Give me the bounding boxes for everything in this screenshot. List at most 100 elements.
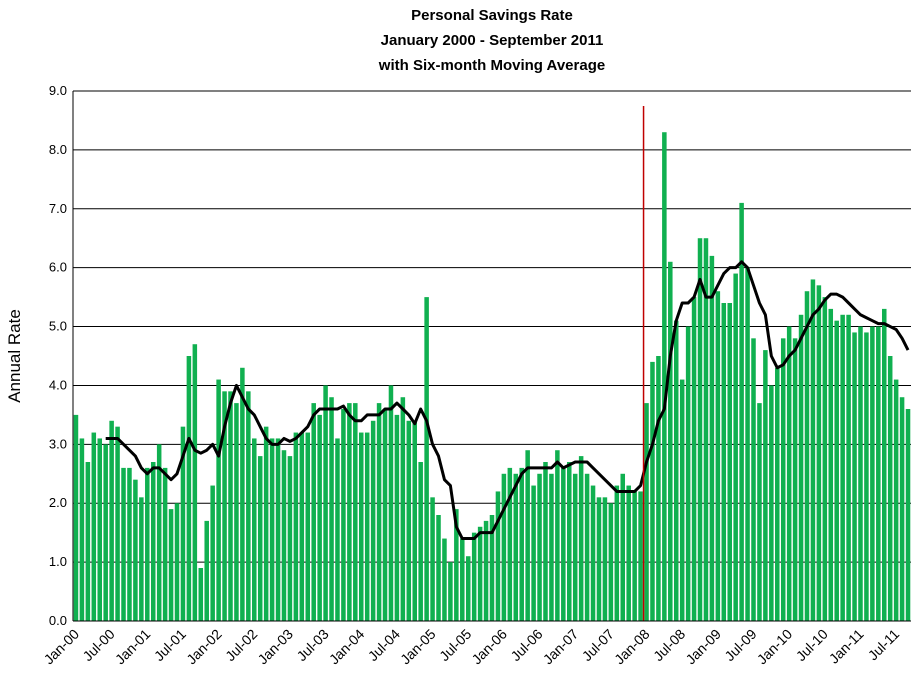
bar [822, 297, 828, 621]
bar [216, 379, 221, 621]
bar [156, 444, 162, 621]
bar [899, 397, 905, 621]
bar [162, 467, 168, 621]
bar [846, 314, 851, 621]
y-tick-label: 0.0 [49, 613, 67, 628]
bar [460, 538, 465, 621]
bar [763, 350, 768, 621]
bar [626, 485, 631, 621]
bar [109, 420, 114, 621]
x-tick-label: Jan-03 [254, 626, 296, 668]
bar [638, 491, 643, 621]
bar [852, 332, 857, 621]
bar [376, 403, 382, 621]
bar [656, 356, 661, 621]
y-tick-label: 5.0 [49, 319, 67, 334]
x-tick-label: Jan-00 [41, 626, 83, 668]
x-tick-label: Jan-06 [468, 626, 510, 668]
bar [240, 367, 245, 621]
bar [174, 503, 180, 621]
bar [733, 273, 738, 621]
bar [91, 432, 97, 621]
bar [430, 497, 435, 621]
bar [632, 491, 637, 621]
bar [418, 462, 423, 621]
bar [572, 473, 578, 621]
bar [121, 467, 126, 621]
x-tick-label: Jul-11 [865, 626, 903, 664]
bar [79, 438, 85, 621]
bar [864, 332, 869, 621]
bar [400, 397, 406, 621]
bar [471, 532, 477, 621]
bar [133, 479, 138, 621]
bar [567, 462, 572, 621]
bar [501, 473, 507, 621]
bar [281, 450, 287, 621]
bar [792, 338, 798, 621]
bar [519, 467, 524, 621]
bar [186, 356, 192, 621]
bar [905, 409, 911, 621]
bar [388, 385, 394, 621]
bar [840, 314, 845, 621]
bar [127, 467, 132, 621]
bar [727, 303, 732, 621]
bar [192, 344, 198, 621]
chart-title: with Six-month Moving Average [378, 57, 605, 74]
bar [269, 438, 275, 621]
bar [543, 462, 548, 621]
bar [364, 432, 370, 621]
bar [745, 267, 750, 621]
bar [299, 432, 305, 621]
bar [662, 132, 667, 621]
bar [234, 403, 239, 621]
bar [489, 515, 495, 621]
bar [775, 367, 780, 621]
bar [881, 308, 887, 621]
bar [620, 473, 626, 621]
bar [222, 391, 227, 621]
bar [810, 279, 816, 621]
x-tick-label: Jul-03 [293, 626, 331, 664]
bar [305, 432, 311, 621]
bar [442, 538, 447, 621]
x-tick-label: Jan-04 [326, 626, 368, 668]
x-tick-label: Jul-08 [650, 626, 688, 664]
x-tick-label: Jan-02 [183, 626, 225, 668]
bar [329, 397, 334, 621]
bar [596, 497, 602, 621]
bar [691, 297, 697, 621]
x-tick-label: Jul-07 [579, 626, 617, 664]
bar [477, 526, 483, 621]
y-axis-label: Annual Rate [5, 309, 24, 403]
y-tick-label: 6.0 [49, 260, 67, 275]
bar [751, 338, 756, 621]
bar [549, 473, 554, 621]
bar [679, 379, 685, 621]
bar [204, 520, 209, 621]
chart-title: January 2000 - September 2011 [381, 32, 604, 49]
bar [97, 438, 103, 621]
x-tick-label: Jan-11 [826, 626, 867, 667]
bar [721, 303, 727, 621]
x-tick-label: Jan-05 [397, 626, 439, 668]
bar [590, 485, 596, 621]
x-tick-label: Jul-04 [365, 626, 403, 664]
bar [448, 562, 453, 621]
bar [876, 326, 881, 621]
bar [454, 509, 459, 621]
bar [650, 361, 655, 621]
x-tick-label: Jan-10 [754, 626, 796, 668]
y-tick-label: 7.0 [49, 201, 67, 216]
moving-average-line [105, 260, 910, 541]
bar [168, 509, 174, 621]
bar [614, 485, 620, 621]
bar [602, 497, 608, 621]
chart-title: Personal Savings Rate [411, 7, 573, 24]
bar [293, 432, 299, 621]
x-tick-label: Jul-01 [151, 626, 189, 664]
bar [412, 420, 417, 621]
bar [703, 238, 709, 621]
